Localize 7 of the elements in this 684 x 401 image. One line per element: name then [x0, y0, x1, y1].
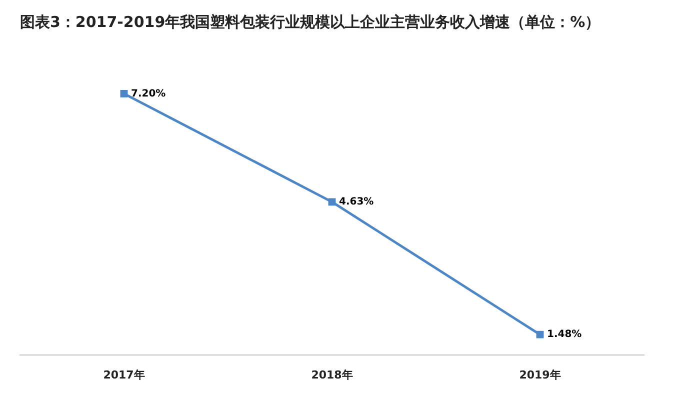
chart-title: 图表3：2017-2019年我国塑料包装行业规模以上企业主营业务收入增速（单位：%）	[20, 12, 600, 31]
x-tick-label: 2017年	[103, 368, 145, 382]
x-tick-label: 2018年	[311, 368, 353, 382]
data-label: 7.20%	[131, 88, 166, 100]
x-tick-label: 2019年	[519, 368, 561, 382]
data-label: 4.63%	[339, 196, 374, 208]
data-label: 1.48%	[547, 329, 582, 340]
